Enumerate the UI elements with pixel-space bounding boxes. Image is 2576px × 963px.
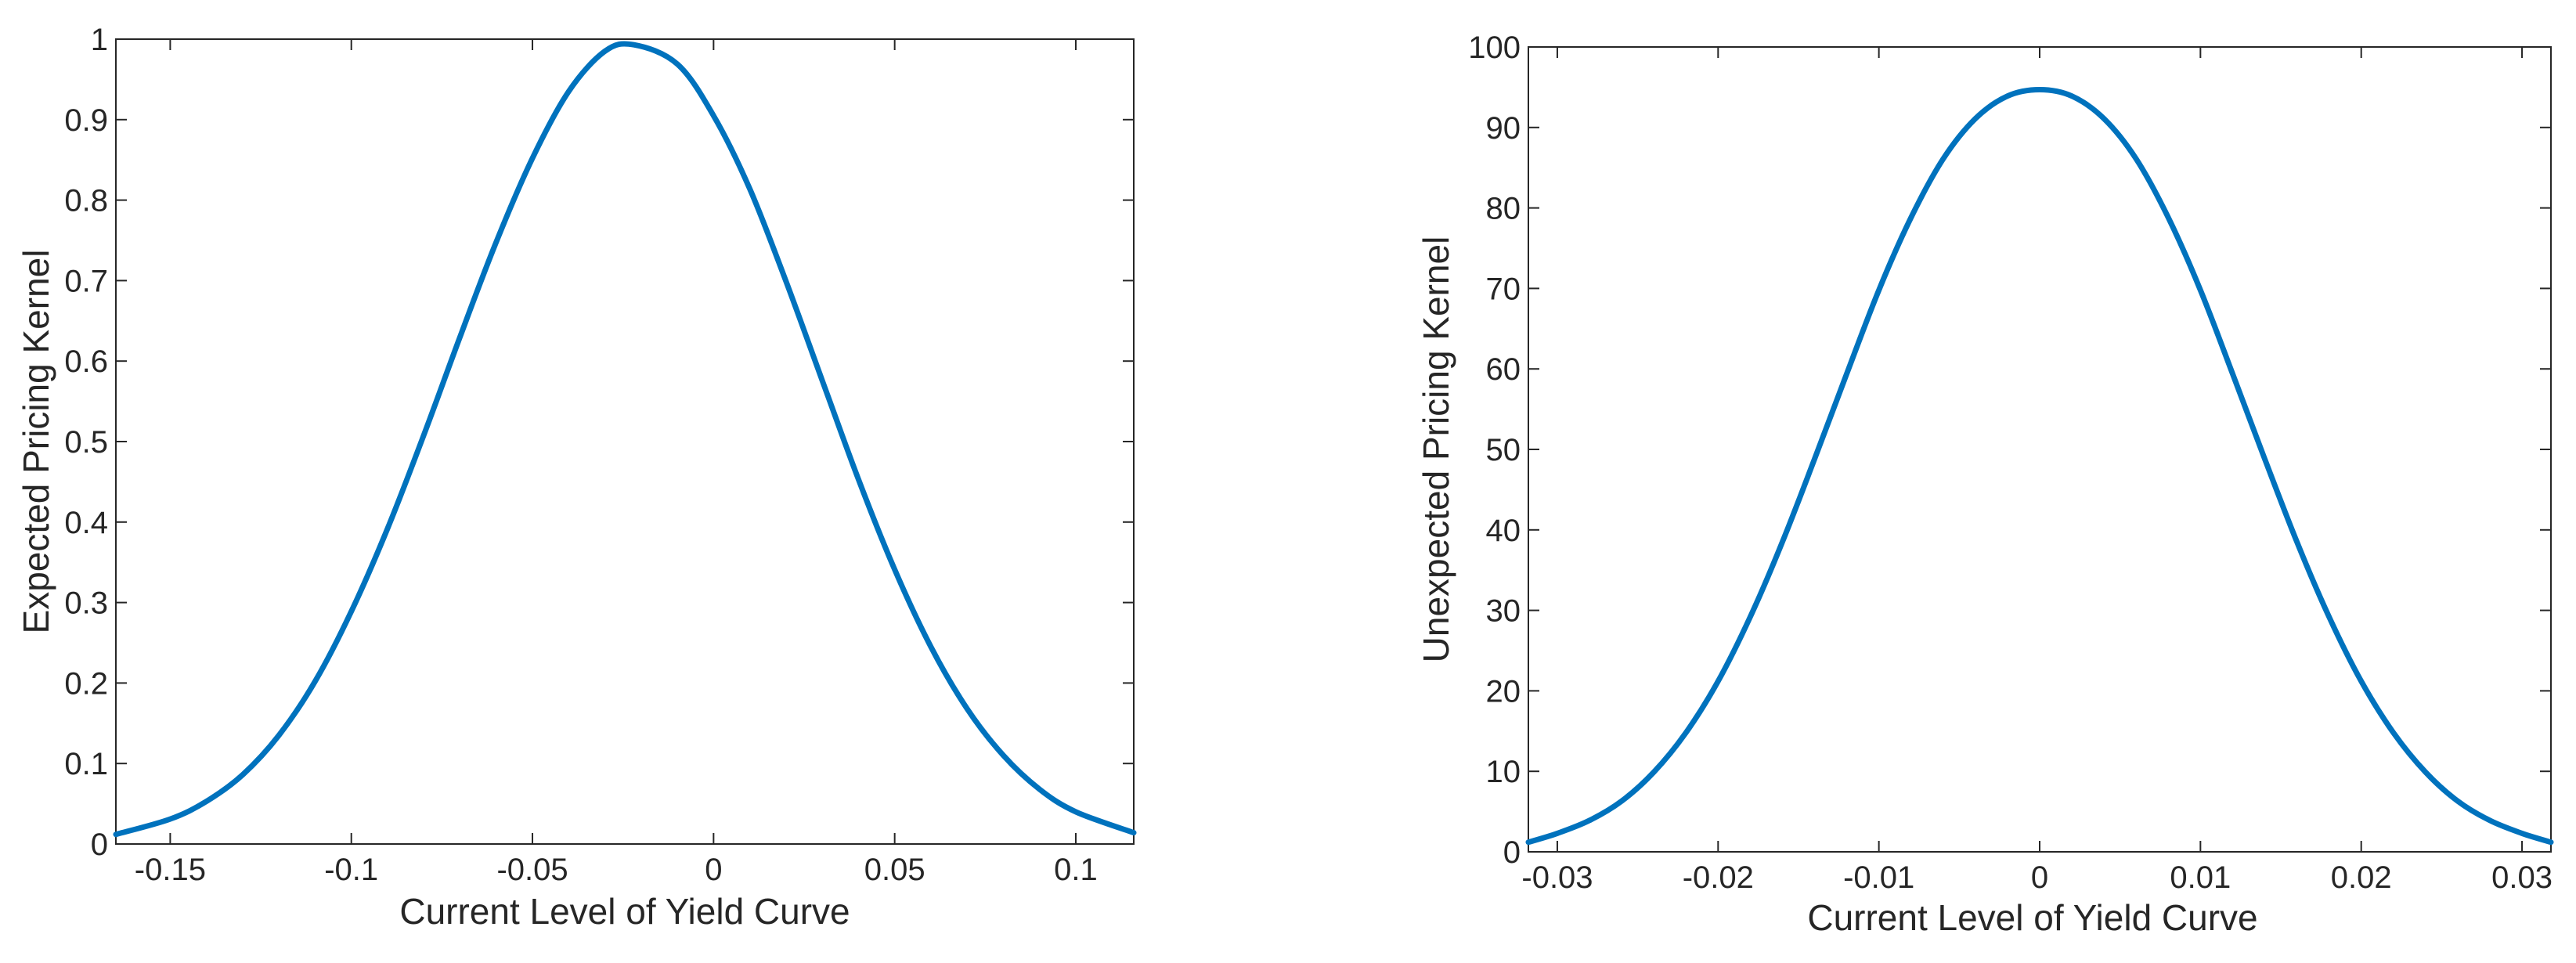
y-axis-label: Unexpected Pricing Kernel [1416, 236, 1456, 663]
y-tick-label: 100 [1468, 31, 1521, 65]
ticks [1528, 46, 2551, 853]
y-tick-label: 0.4 [64, 506, 108, 540]
series [113, 41, 1137, 838]
y-tick-label: 0.1 [64, 747, 108, 781]
x-tick-label: -0.01 [1843, 860, 1914, 895]
y-tick-label: 0.2 [64, 666, 108, 701]
y-tick-label: 60 [1486, 352, 1521, 387]
y-tick-label: 20 [1486, 674, 1521, 709]
plot-frame [1528, 46, 2552, 853]
y-tick-label: 10 [1486, 755, 1521, 789]
x-tick-label: 0.01 [2170, 860, 2231, 895]
x-tick-label: 0.05 [864, 853, 925, 887]
x-tick-label: 0.02 [2331, 860, 2392, 895]
x-axis-label: Current Level of Yield Curve [399, 891, 850, 932]
x-tick-label: 0 [705, 853, 722, 887]
x-tick-label: 0 [2031, 860, 2048, 895]
x-tick-label: -0.03 [1521, 860, 1593, 895]
ticks [116, 38, 1134, 845]
y-tick-label: 0 [91, 828, 108, 862]
y-tick-label: 40 [1486, 514, 1521, 548]
y-tick-label: 90 [1486, 111, 1521, 146]
x-tick-label: -0.02 [1683, 860, 1754, 895]
x-tick-label: -0.15 [135, 853, 206, 887]
series-line [113, 41, 1137, 838]
y-tick-label: 80 [1486, 192, 1521, 226]
series-line [1525, 87, 2554, 846]
y-tick-label: 30 [1486, 594, 1521, 629]
x-tick-label: 0.1 [1054, 853, 1098, 887]
x-axis-label: Current Level of Yield Curve [1807, 897, 2257, 938]
tick-labels: -0.03 -0.02 -0.01 0 0.01 0.02 0.03 0 10 20 30 40 50 6… [1468, 31, 2553, 895]
series [1525, 87, 2554, 846]
chart-expected-pricing-kernel: -0.15 -0.1 -0.05 0 0.05 0.1 0 0.1 0.2 0.3 0.4 0.5 0.… [16, 23, 1137, 932]
y-tick-label: 0.6 [64, 344, 108, 379]
x-tick-label: -0.1 [324, 853, 378, 887]
y-tick-label: 0.5 [64, 425, 108, 460]
y-tick-label: 0.7 [64, 264, 108, 298]
y-tick-label: 0 [1503, 835, 1521, 870]
y-axis-label: Expected Pricing Kernel [16, 250, 56, 634]
chart-unexpected-pricing-kernel: -0.03 -0.02 -0.01 0 0.01 0.02 0.03 0 10 20 30 40 50 6… [1416, 31, 2554, 938]
y-tick-label: 1 [91, 23, 108, 57]
y-tick-label: 70 [1486, 272, 1521, 306]
y-tick-label: 0.8 [64, 184, 108, 218]
x-tick-label: 0.03 [2491, 860, 2553, 895]
tick-labels: -0.15 -0.1 -0.05 0 0.05 0.1 0 0.1 0.2 0.3 0.4 0.5 0.… [64, 23, 1097, 887]
y-tick-label: 0.9 [64, 103, 108, 138]
plot-frame [115, 38, 1135, 845]
y-tick-label: 0.3 [64, 586, 108, 621]
x-tick-label: -0.05 [496, 853, 568, 887]
y-tick-label: 50 [1486, 433, 1521, 467]
